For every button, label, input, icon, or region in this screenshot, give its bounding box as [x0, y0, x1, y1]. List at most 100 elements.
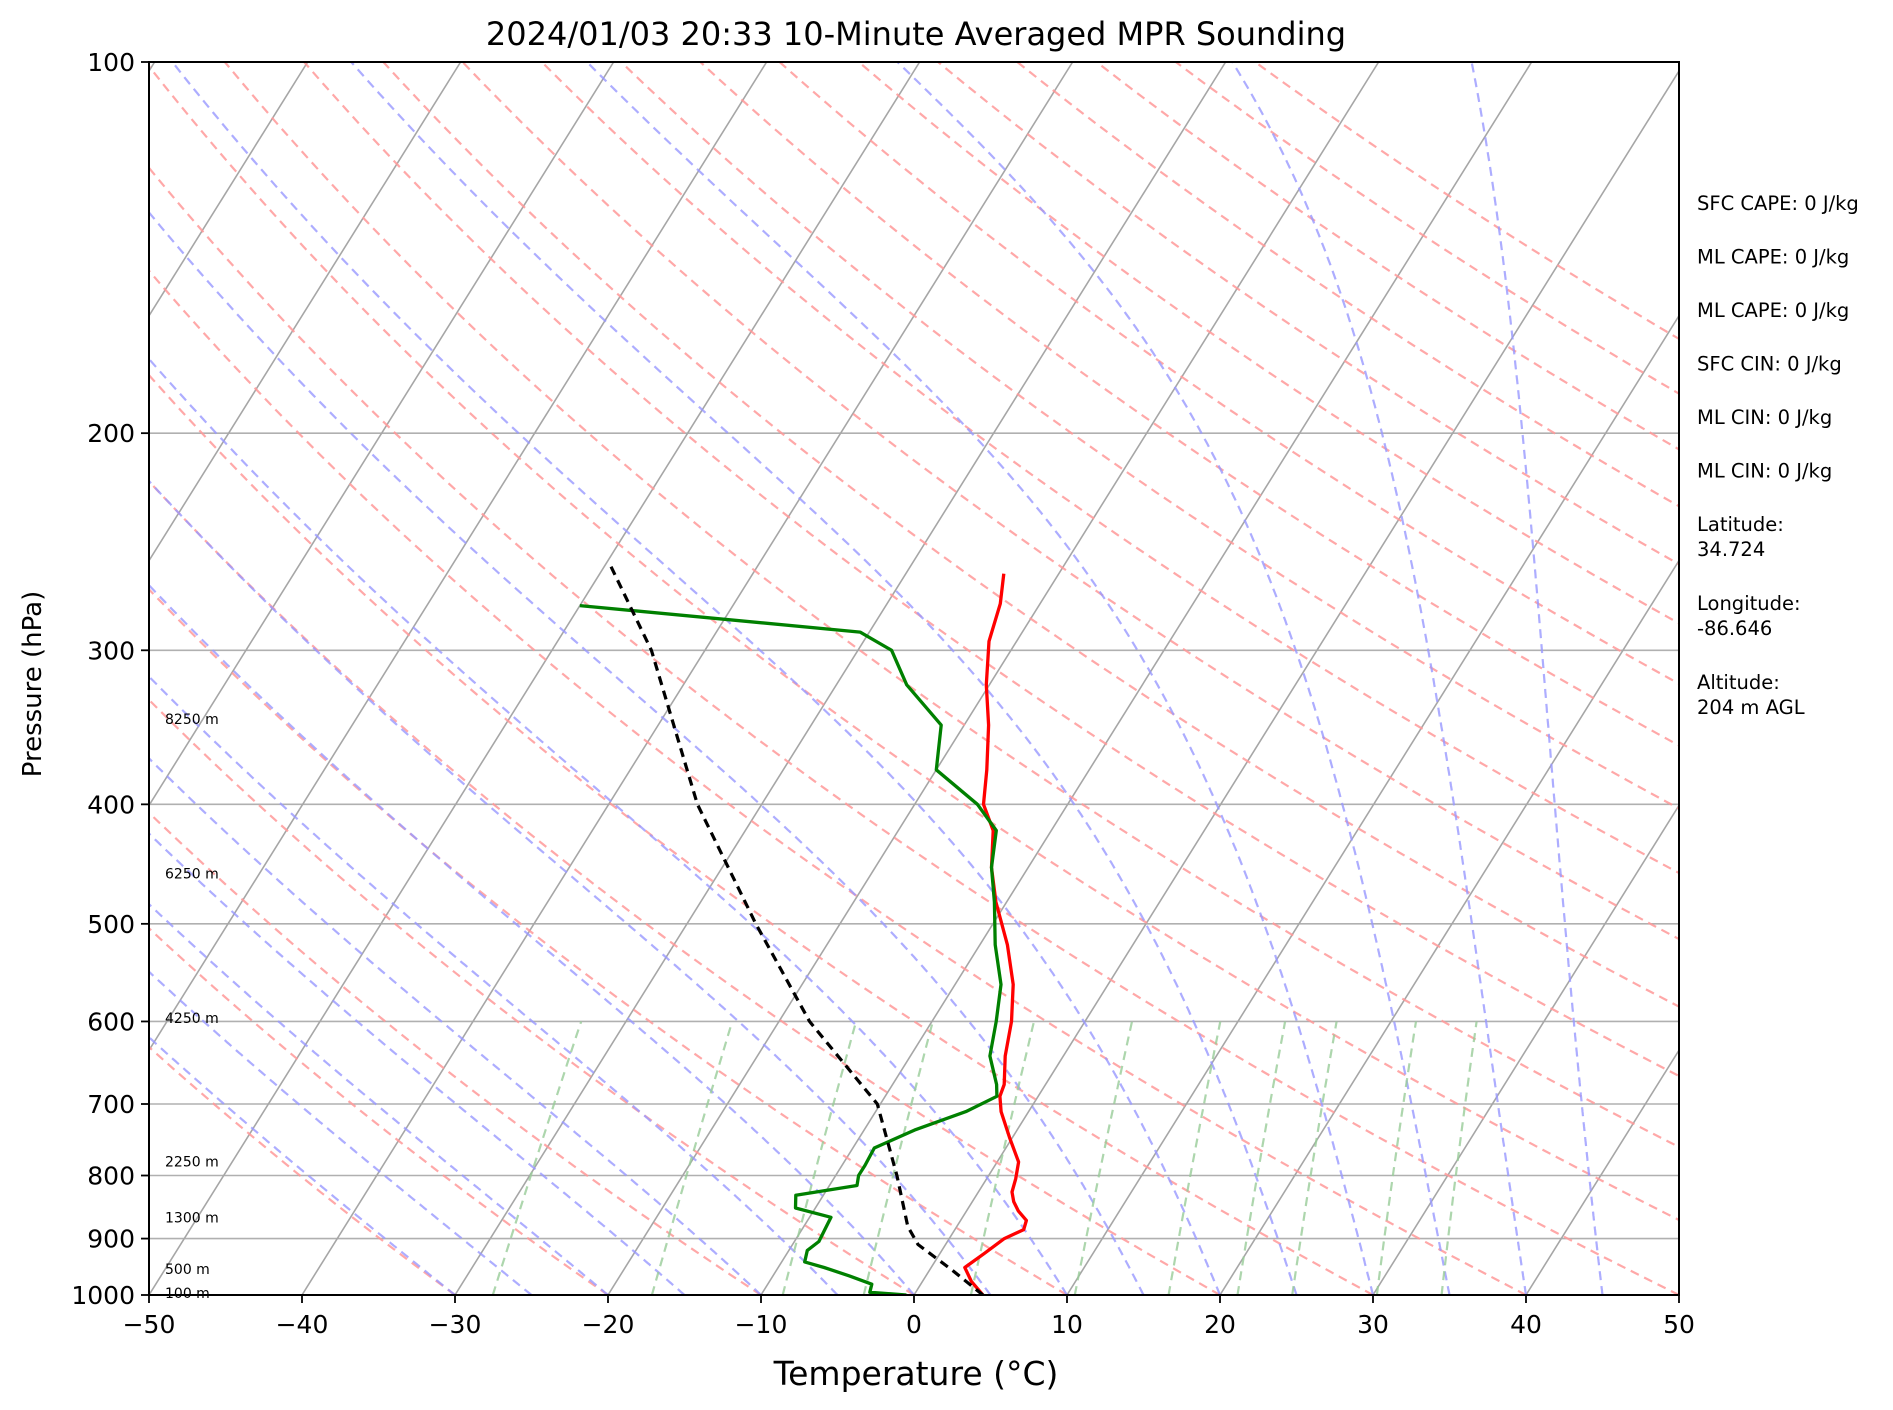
x-tick-label: 40 — [1510, 1310, 1542, 1339]
background-lines — [149, 62, 1679, 1295]
moist-adiabat — [350, 62, 1298, 1295]
moist-adiabat — [149, 902, 609, 1295]
x-tick-label: 0 — [906, 1310, 922, 1339]
dry-adiabat — [620, 62, 1679, 810]
annotations: SFC CAPE: 0 J/kg ML CAPE: 0 J/kg ML CAPE: … — [1697, 192, 1859, 719]
mixing-ratio-line — [650, 1021, 734, 1295]
height-label: 4250 m — [165, 1011, 219, 1027]
y-tick-label: 1000 — [71, 1281, 135, 1310]
annotation-label: SFC CIN: 0 J/kg — [1697, 353, 1842, 376]
isotherm — [149, 62, 615, 807]
mixing-ratio-line — [1073, 1021, 1134, 1295]
annotation-value: -86.646 — [1697, 617, 1772, 640]
isotherm — [1372, 803, 1679, 1295]
dry-adiabat — [149, 269, 1527, 1295]
mixing-ratio-line — [1291, 1021, 1338, 1295]
y-tick-label: 100 — [87, 48, 135, 77]
moist-adiabat — [896, 62, 1451, 1295]
x-tick-label: 10 — [1051, 1310, 1083, 1339]
annotation-value: 204 m AGL — [1697, 696, 1805, 719]
height-label: 500 m — [165, 1262, 210, 1278]
chart-title: 2024/01/03 20:33 10-Minute Averaged MPR … — [486, 15, 1346, 53]
moist-adiabat — [586, 62, 1375, 1295]
isotherm — [607, 62, 1380, 1295]
dry-adiabat — [149, 698, 915, 1295]
isotherm — [1525, 1048, 1679, 1295]
annotation-label: ML CIN: 0 J/kg — [1697, 460, 1832, 483]
x-tick-label: −10 — [735, 1310, 788, 1339]
annotation-label: Longitude: — [1697, 592, 1801, 615]
x-tick-label: −50 — [123, 1310, 176, 1339]
mixing-ratio-line — [491, 1021, 583, 1295]
mixing-ratio-line — [1236, 1021, 1287, 1295]
isotherm — [1066, 314, 1679, 1295]
dry-adiabat — [149, 479, 1221, 1295]
moist-adiabat — [1231, 62, 1528, 1295]
annotation-label: SFC CAPE: 0 J/kg — [1697, 192, 1859, 215]
axis-ticks: −50 −40 −30 −20 −10 0 10 20 30 40 50 100 200 300 400 50… — [71, 48, 1695, 1339]
height-label: 1300 m — [165, 1210, 219, 1226]
height-label: 100 m — [165, 1286, 210, 1302]
dry-adiabat — [541, 62, 1679, 875]
isotherm — [301, 62, 1074, 1295]
annotation-label: ML CAPE: 0 J/kg — [1697, 246, 1849, 269]
x-axis-label: Temperature (°C) — [773, 1354, 1059, 1393]
dry-adiabat — [1254, 62, 1679, 341]
x-tick-label: 50 — [1663, 1310, 1695, 1339]
dry-adiabat — [149, 166, 1679, 1295]
moist-adiabat — [149, 210, 1145, 1295]
y-tick-label: 300 — [87, 636, 135, 665]
dry-adiabat — [778, 62, 1679, 686]
isotherm — [760, 62, 1533, 1295]
mixing-ratio-line — [862, 1021, 934, 1295]
moist-adiabat — [149, 583, 915, 1295]
annotation-label: Latitude: — [1697, 513, 1784, 536]
moist-adiabat — [149, 479, 992, 1295]
y-tick-label: 500 — [87, 910, 135, 939]
x-tick-label: 20 — [1204, 1310, 1236, 1339]
y-tick-label: 200 — [87, 419, 135, 448]
dry-adiabat — [223, 62, 1679, 1149]
height-label: 2250 m — [165, 1154, 219, 1170]
x-tick-label: −40 — [276, 1310, 329, 1339]
y-tick-label: 400 — [87, 790, 135, 819]
annotation-label: ML CIN: 0 J/kg — [1697, 406, 1832, 429]
isotherm — [149, 62, 462, 563]
moist-adiabat — [171, 62, 1222, 1295]
y-axis-label: Pressure (hPa) — [18, 591, 48, 778]
parcel-path-line — [607, 562, 984, 1295]
isotherm — [149, 62, 768, 1052]
isotherm — [149, 62, 309, 318]
annotation-value: 34.724 — [1697, 538, 1765, 561]
annotation-label: ML CAPE: 0 J/kg — [1697, 299, 1849, 322]
isotherm — [913, 69, 1679, 1295]
dry-adiabat — [1095, 62, 1679, 451]
isotherm — [454, 62, 1227, 1295]
moist-adiabat — [1470, 62, 1604, 1295]
dewpoint-line — [579, 603, 1003, 1295]
height-label: 6250 m — [165, 866, 219, 882]
x-tick-label: 30 — [1357, 1310, 1389, 1339]
annotation-label: Altitude: — [1697, 671, 1780, 694]
x-tick-label: −20 — [582, 1310, 635, 1339]
mixing-ratio-line — [1167, 1021, 1222, 1295]
moist-adiabat — [149, 1035, 456, 1295]
moist-adiabat — [149, 674, 839, 1295]
mixing-ratio-line — [1375, 1021, 1418, 1295]
dry-adiabat — [382, 62, 1679, 1008]
isotherm — [1219, 559, 1679, 1295]
x-tick-label: −30 — [429, 1310, 482, 1339]
dry-adiabat — [699, 62, 1679, 747]
data-lines — [579, 562, 1029, 1295]
mixing-ratio-line — [969, 1021, 1036, 1295]
mixing-ratio-line — [1440, 1021, 1478, 1295]
y-tick-label: 800 — [87, 1162, 135, 1191]
dry-adiabat — [303, 62, 1679, 1078]
y-tick-label: 900 — [87, 1225, 135, 1254]
mixing-ratio-line — [781, 1021, 858, 1295]
height-label: 8250 m — [165, 712, 219, 728]
moist-adiabat — [149, 970, 533, 1295]
